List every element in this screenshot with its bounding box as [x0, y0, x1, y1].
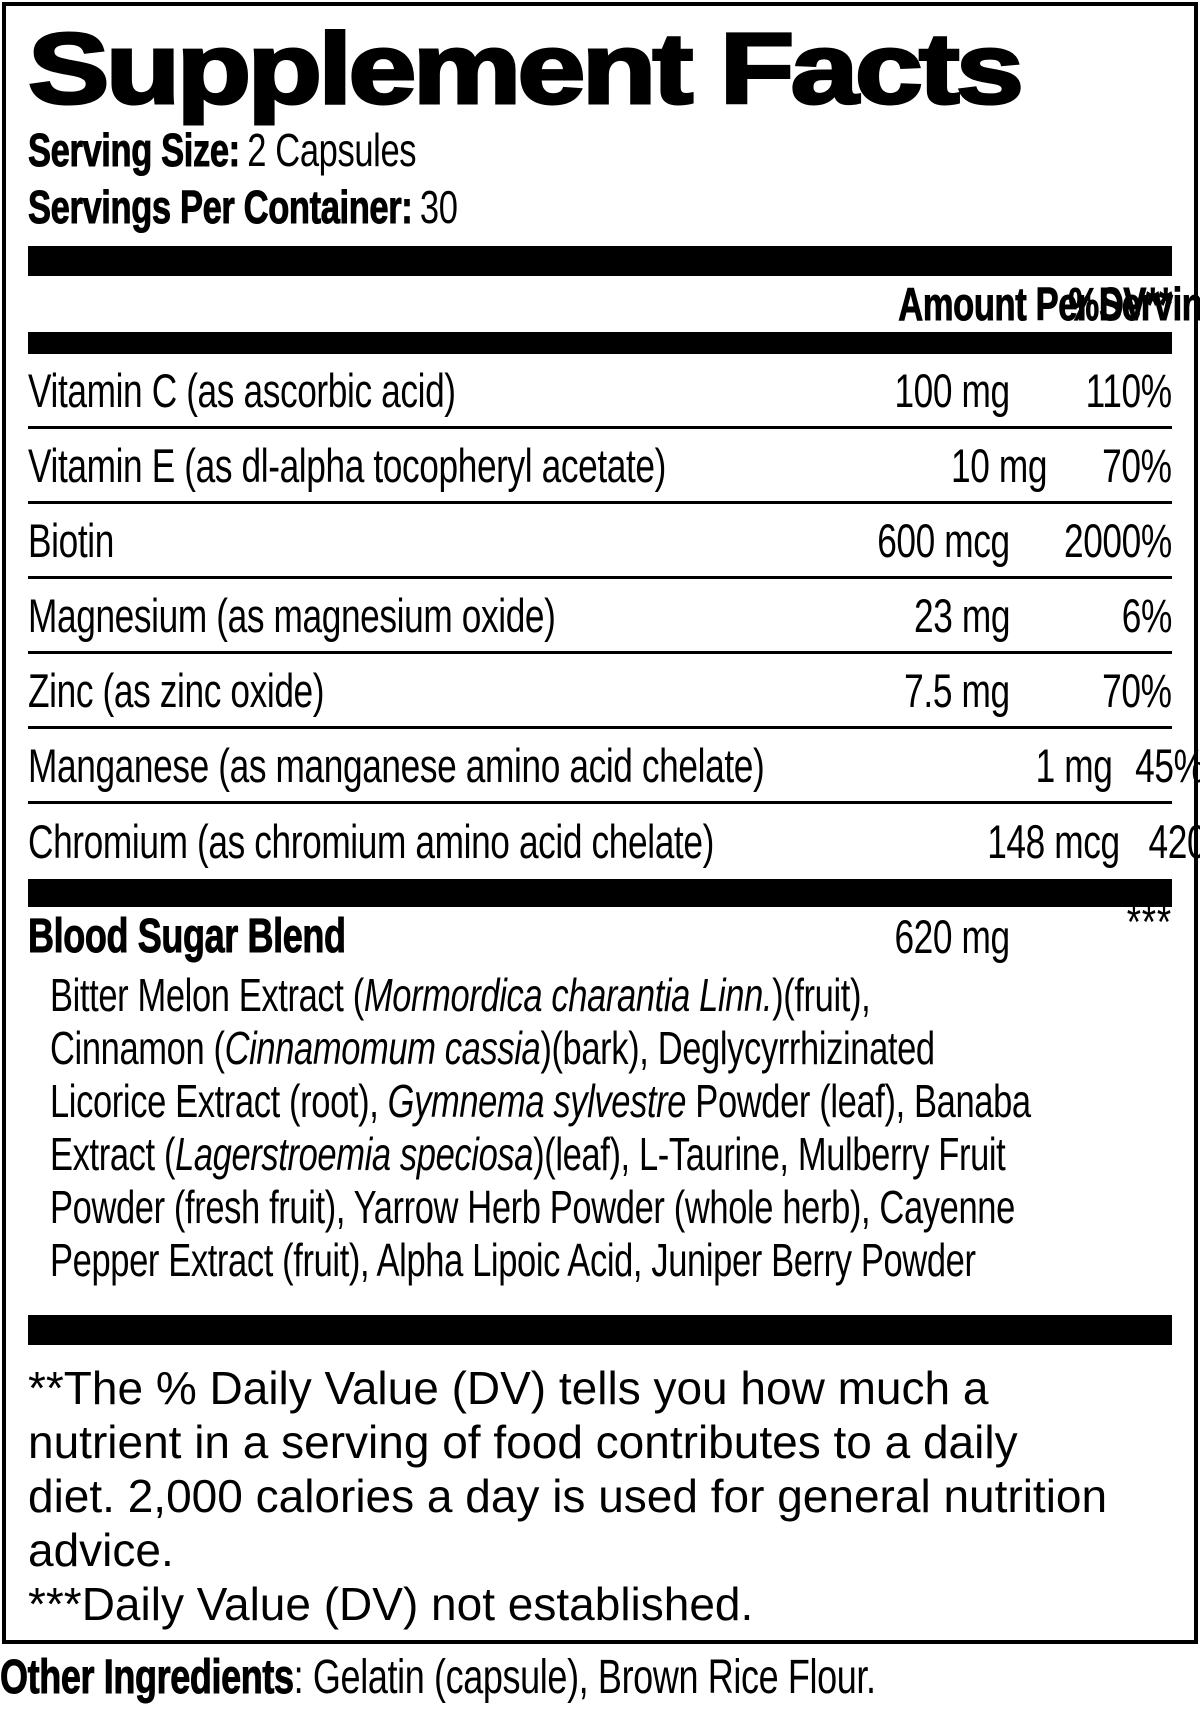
blend-row: Blood Sugar Blend 620 mg *** — [28, 895, 1172, 964]
section-divider-bar — [28, 879, 1172, 907]
nutrient-dv: 2000% — [1064, 513, 1172, 567]
blend-ingredients-line: Powder (fresh fruit), Yarrow Herb Powder… — [50, 1181, 1015, 1234]
blend-ingredients: Bitter Melon Extract (Mormordica charant… — [28, 969, 1172, 1287]
nutrient-name: Biotin — [28, 513, 114, 567]
ingredient-text: )(leaf), L-Taurine, Mulberry Fruit — [533, 1128, 1006, 1180]
serving-size-value: 2 Capsules — [247, 124, 417, 176]
nutrient-amount: 600 mcg — [877, 513, 1010, 567]
other-ingredients-value: : Gelatin (capsule), Brown Rice Flour. — [293, 1651, 876, 1704]
table-row: Magnesium (as magnesium oxide) 23 mg 6% — [28, 579, 1172, 654]
ingredient-text: Powder (leaf), Banaba — [686, 1075, 1031, 1127]
section-divider-bar — [28, 332, 1172, 354]
blend-name: Blood Sugar Blend — [28, 909, 347, 963]
servings-per-container-line: Servings Per Container: 30 — [28, 179, 886, 236]
ingredient-text: Extract ( — [50, 1128, 176, 1180]
nutrient-name: Chromium (as chromium amino acid chelate… — [28, 815, 714, 868]
amount-per-serving-header: Amount Per Serving — [898, 278, 1200, 331]
other-ingredients-label: Other Ingredients — [0, 1651, 294, 1704]
percent-dv-header: %DV** — [1068, 278, 1173, 331]
table-row: Biotin 600 mcg 2000% — [28, 504, 1172, 579]
ingredient-latin-name: Mormordica charantia Linn. — [363, 969, 773, 1021]
nutrient-amount: 100 mg — [894, 363, 1011, 417]
ingredient-text: Powder (fresh fruit), Yarrow Herb Powder… — [50, 1181, 1015, 1233]
nutrient-name: Vitamin C (as ascorbic acid) — [28, 363, 456, 417]
servings-per-container-value: 30 — [419, 181, 458, 233]
serving-size-line: Serving Size: 2 Capsules — [28, 122, 886, 179]
ingredient-text: Pepper Extract (fruit), Alpha Lipoic Aci… — [50, 1234, 976, 1286]
ingredient-text: )(bark), Deglycyrrhizinated — [540, 1022, 935, 1074]
footnotes: **The % Daily Value (DV) tells you how m… — [28, 1361, 1172, 1631]
nutrient-dv: 70% — [1102, 438, 1173, 492]
nutrient-name: Magnesium (as magnesium oxide) — [28, 588, 556, 642]
nutrient-amount: 1 mg — [1035, 738, 1113, 792]
section-divider-bar — [28, 246, 1172, 276]
ingredient-latin-name: Lagerstroemia speciosa — [175, 1128, 534, 1180]
other-ingredients-line: Other Ingredients: Gelatin (capsule), Br… — [0, 1651, 876, 1704]
nutrient-dv: 70% — [1102, 663, 1173, 717]
blend-ingredients-line: Extract (Lagerstroemia speciosa)(leaf), … — [50, 1128, 1006, 1181]
table-row: Manganese (as manganese amino acid chela… — [28, 729, 1200, 804]
blend-ingredients-line: Bitter Melon Extract (Mormordica charant… — [50, 969, 892, 1022]
dv-not-established-footnote: ***Daily Value (DV) not established. — [28, 1578, 754, 1630]
ingredient-latin-name: Gymnema sylvestre — [387, 1075, 687, 1127]
label-title: Supplement Facts — [26, 13, 1026, 125]
ingredient-text: )(fruit), — [772, 969, 871, 1021]
blend-ingredients-line: Licorice Extract (root), Gymnema sylvest… — [50, 1075, 1031, 1128]
blend-amount: 620 mg — [894, 909, 1011, 963]
blend-ingredients-line: Cinnamon (Cinnamomum cassia)(bark), Degl… — [50, 1022, 935, 1075]
ingredient-text: Cinnamon ( — [50, 1022, 225, 1074]
table-header-row: Amount Per Serving %DV** — [28, 276, 1200, 332]
nutrient-table: Vitamin C (as ascorbic acid) 100 mg 110%… — [28, 354, 1200, 879]
nutrient-amount: 23 mg — [913, 588, 1010, 642]
nutrient-dv: 420% — [1148, 815, 1200, 868]
nutrient-dv: 6% — [1121, 588, 1173, 642]
section-divider-bar — [28, 1315, 1172, 1345]
nutrient-amount: 148 mcg — [986, 815, 1120, 868]
nutrient-name: Vitamin E (as dl-alpha tocopheryl acetat… — [28, 438, 667, 492]
nutrient-dv: 45% — [1135, 738, 1200, 792]
nutrient-amount: 7.5 mg — [904, 663, 1010, 717]
table-row: Chromium (as chromium amino acid chelate… — [28, 804, 1200, 879]
ingredient-latin-name: Cinnamomum cassia — [224, 1022, 541, 1074]
blend-dv: *** — [1126, 894, 1172, 948]
nutrient-dv: 110% — [1085, 363, 1172, 417]
ingredient-text: Licorice Extract (root), — [50, 1075, 388, 1127]
nutrient-name: Zinc (as zinc oxide) — [28, 663, 325, 717]
table-row: Vitamin E (as dl-alpha tocopheryl acetat… — [28, 429, 1172, 504]
serving-size-label: Serving Size: — [28, 124, 241, 177]
daily-value-footnote: **The % Daily Value (DV) tells you how m… — [28, 1362, 1108, 1576]
nutrient-name: Manganese (as manganese amino acid chela… — [28, 738, 765, 792]
table-row: Vitamin C (as ascorbic acid) 100 mg 110% — [28, 354, 1172, 429]
ingredient-text: Bitter Melon Extract ( — [50, 969, 364, 1021]
blend-ingredients-line: Pepper Extract (fruit), Alpha Lipoic Aci… — [50, 1234, 976, 1287]
table-row: Zinc (as zinc oxide) 7.5 mg 70% — [28, 654, 1172, 729]
servings-per-container-label: Servings Per Container: — [28, 181, 414, 234]
nutrient-amount: 10 mg — [951, 438, 1048, 492]
label-box: Supplement Facts Serving Size: 2 Capsules… — [2, 2, 1200, 1644]
